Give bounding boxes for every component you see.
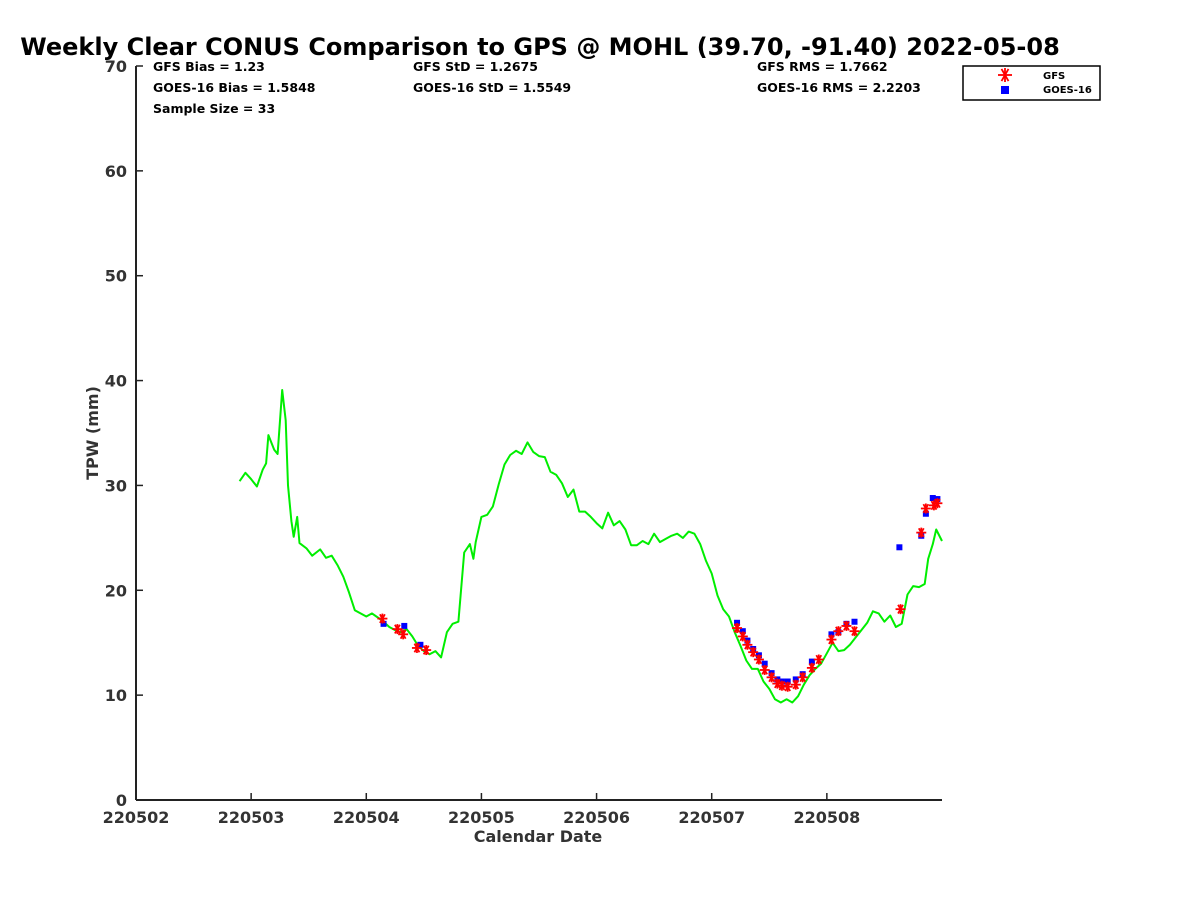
goes16-point bbox=[784, 678, 791, 685]
gfs-point bbox=[759, 664, 770, 675]
y-axis-label: TPW (mm) bbox=[83, 386, 102, 480]
gfs-point bbox=[377, 613, 388, 624]
gfs-point bbox=[826, 634, 837, 645]
legend-goes-label: GOES-16 bbox=[1043, 85, 1092, 96]
x-tick-label: 220502 bbox=[103, 808, 170, 827]
y-tick-label: 20 bbox=[105, 581, 127, 600]
legend-gfs-asterisk bbox=[998, 68, 1012, 82]
goes16-point bbox=[761, 660, 768, 667]
legend-box bbox=[962, 65, 1101, 101]
gfs-point bbox=[790, 679, 801, 690]
x-axis-label: Calendar Date bbox=[474, 827, 603, 846]
goes16-point bbox=[808, 658, 815, 665]
x-tick-label: 220505 bbox=[448, 808, 515, 827]
gfs-point bbox=[916, 527, 927, 538]
gfs-point bbox=[421, 645, 432, 656]
gfs-point bbox=[742, 639, 753, 650]
goes16-point bbox=[792, 676, 799, 683]
gfs-point bbox=[932, 498, 943, 509]
gfs-point bbox=[782, 681, 793, 692]
series-line-gps bbox=[238, 389, 943, 704]
y-tick-label: 50 bbox=[105, 267, 127, 286]
y-tick-label: 30 bbox=[105, 476, 127, 495]
legend: GFS GOES-16 bbox=[962, 65, 1101, 101]
x-tick-label: 220503 bbox=[218, 808, 285, 827]
gfs-point bbox=[766, 672, 777, 683]
stat-goes-bias: GOES-16 Bias = 1.5848 bbox=[153, 80, 315, 95]
legend-goes-square bbox=[1001, 86, 1009, 94]
stat-goes-std: GOES-16 StD = 1.5549 bbox=[413, 80, 571, 95]
goes16-point bbox=[851, 618, 858, 625]
y-tick-label: 0 bbox=[116, 791, 127, 810]
goes16-point bbox=[380, 620, 387, 627]
gfs-point bbox=[806, 662, 817, 673]
goes16-point bbox=[922, 510, 929, 517]
plot-series bbox=[238, 389, 943, 704]
stat-gfs-bias: GFS Bias = 1.23 bbox=[153, 59, 265, 74]
x-tick-label: 220508 bbox=[793, 808, 860, 827]
goes16-point bbox=[828, 631, 835, 638]
gfs-point bbox=[849, 626, 860, 637]
goes16-point bbox=[896, 544, 903, 551]
axes: 0 10 20 30 40 50 60 70 220502 220503 220504 220505 2… bbox=[103, 57, 942, 827]
gfs-point bbox=[753, 654, 764, 665]
goes16-point bbox=[417, 641, 424, 648]
gfs-point bbox=[732, 623, 743, 634]
stat-sample-size: Sample Size = 33 bbox=[153, 101, 275, 116]
legend-gfs-label: GFS bbox=[1043, 71, 1065, 82]
gfs-point bbox=[813, 654, 824, 665]
goes16-point bbox=[739, 628, 746, 635]
goes16-point bbox=[401, 622, 408, 629]
gfs-point bbox=[776, 680, 787, 691]
gfs-point bbox=[398, 629, 409, 640]
chart-title: Weekly Clear CONUS Comparison to GPS @ M… bbox=[20, 33, 1060, 61]
gfs-point bbox=[895, 604, 906, 615]
gfs-point bbox=[841, 620, 852, 631]
x-tick-label: 220504 bbox=[333, 808, 400, 827]
legend-gfs-marker bbox=[998, 68, 1012, 82]
x-tick-label: 220507 bbox=[678, 808, 745, 827]
y-tick-label: 40 bbox=[105, 372, 127, 391]
gfs-point bbox=[748, 647, 759, 658]
legend-goes-marker bbox=[1001, 86, 1009, 94]
gfs-point bbox=[392, 624, 403, 635]
gfs-point bbox=[411, 642, 422, 653]
stat-goes-rms: GOES-16 RMS = 2.2203 bbox=[757, 80, 921, 95]
stat-gfs-rms: GFS RMS = 1.7662 bbox=[757, 59, 888, 74]
y-tick-label: 10 bbox=[105, 686, 127, 705]
stats-block: GFS Bias = 1.23 GOES-16 Bias = 1.5848 Sa… bbox=[153, 59, 921, 116]
gfs-point bbox=[737, 631, 748, 642]
stat-gfs-std: GFS StD = 1.2675 bbox=[413, 59, 538, 74]
x-tick-label: 220506 bbox=[563, 808, 630, 827]
gfs-point bbox=[920, 503, 931, 514]
goes16-point bbox=[929, 495, 936, 502]
y-tick-label: 60 bbox=[105, 162, 127, 181]
y-tick-label: 70 bbox=[105, 57, 127, 76]
gfs-point bbox=[797, 672, 808, 683]
goes16-point bbox=[734, 619, 741, 626]
gfs-point bbox=[833, 626, 844, 637]
